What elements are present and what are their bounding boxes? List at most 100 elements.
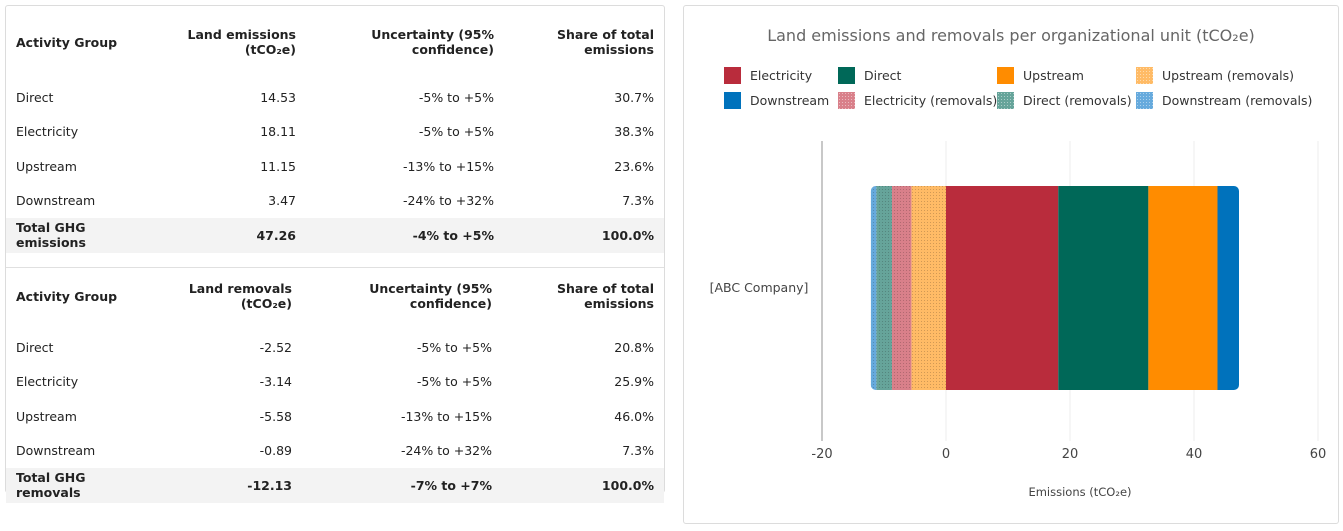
- cell: 23.6%: [614, 158, 654, 174]
- cell: Downstream: [16, 443, 96, 459]
- legend-item-direct[interactable]: Direct: [838, 67, 901, 84]
- bar-downstream-removals[interactable]: [870, 186, 877, 390]
- legend-item-electricity-removals[interactable]: Electricity (removals): [838, 92, 997, 109]
- cell: 11.15: [260, 158, 296, 174]
- cell: -12.13: [151, 468, 302, 503]
- cell: -0.89: [259, 443, 292, 459]
- legend-label: Electricity (removals): [864, 93, 998, 108]
- col-header-land-emissions: Land emissions (tCO₂e): [187, 27, 296, 57]
- bar-upstream-removals[interactable]: [911, 186, 946, 390]
- bar-electricity[interactable]: [946, 186, 1059, 390]
- legend-item-direct-removals[interactable]: Direct (removals): [997, 92, 1132, 109]
- bar-downstream[interactable]: [1217, 186, 1240, 390]
- x-tick-label: 0: [942, 447, 950, 462]
- cell: 30.7%: [614, 89, 654, 105]
- cell: Electricity: [16, 374, 79, 390]
- cell: 46.0%: [614, 408, 654, 424]
- x-tick-label: 40: [1186, 447, 1203, 462]
- table-row: Direct 14.53 -5% to +5% 30.7%: [6, 80, 664, 115]
- legend-label: Upstream: [1023, 68, 1084, 83]
- table-row: Direct -2.52 -5% to +5% 20.8%: [6, 330, 664, 365]
- bar-electricity-removals[interactable]: [891, 186, 912, 390]
- cell: 47.26: [166, 218, 306, 253]
- legend-label: Direct: [864, 68, 902, 83]
- x-axis-label: Emissions (tCO₂e): [1028, 485, 1131, 499]
- cell: Upstream: [16, 158, 77, 174]
- cell: -5.58: [259, 408, 292, 424]
- legend-item-upstream[interactable]: Upstream: [997, 67, 1084, 84]
- cell: 100.0%: [502, 468, 664, 503]
- col-header-share: Share of total emissions: [557, 281, 654, 311]
- cell: 18.11: [260, 124, 296, 140]
- cell: 3.47: [268, 193, 296, 209]
- bar-direct-removals[interactable]: [876, 186, 892, 390]
- cell: -7% to +7%: [302, 468, 502, 503]
- legend-label: Downstream (removals): [1162, 93, 1313, 108]
- total-row: Total GHG removals -12.13 -7% to +7% 100.0%: [6, 468, 664, 503]
- col-header-activity-group: Activity Group: [16, 34, 118, 50]
- cell: 38.3%: [614, 124, 654, 140]
- legend-swatch-icon: [997, 92, 1014, 109]
- cell: Direct: [16, 89, 54, 105]
- legend-swatch-icon: [724, 67, 741, 84]
- legend-label: Direct (removals): [1023, 93, 1132, 108]
- legend-swatch-icon: [724, 92, 741, 109]
- table-header-row: Activity Group Land emissions (tCO₂e) Un…: [6, 18, 664, 66]
- table-row: Electricity 18.11 -5% to +5% 38.3%: [6, 115, 664, 150]
- removals-table: Activity Group Land removals (tCO₂e) Unc…: [6, 276, 664, 503]
- cell: -13% to +15%: [402, 158, 494, 174]
- x-tick-label: -20: [811, 447, 832, 462]
- legend-swatch-icon: [838, 67, 855, 84]
- cell: Electricity: [16, 124, 79, 140]
- cell: -2.52: [259, 339, 292, 355]
- col-header-activity-group: Activity Group: [16, 288, 118, 304]
- cell: 14.53: [260, 89, 296, 105]
- cell: Total GHG emissions: [6, 218, 166, 253]
- legend-item-upstream-removals[interactable]: Upstream (removals): [1136, 67, 1294, 84]
- x-tick-label: 60: [1310, 447, 1327, 462]
- emissions-table: Activity Group Land emissions (tCO₂e) Un…: [6, 18, 664, 253]
- cell: 20.8%: [614, 339, 654, 355]
- bar-direct[interactable]: [1058, 186, 1149, 390]
- cell: -13% to +15%: [400, 408, 492, 424]
- divider: [6, 267, 664, 268]
- cell: -5% to +5%: [418, 89, 494, 105]
- chart-title: Land emissions and removals per organiza…: [767, 26, 1255, 45]
- table-row: Upstream -5.58 -13% to +15% 46.0%: [6, 399, 664, 434]
- x-tick-label: 20: [1062, 447, 1079, 462]
- cell: -24% to +32%: [400, 443, 492, 459]
- cell: Upstream: [16, 408, 77, 424]
- col-header-share: Share of total emissions: [557, 27, 654, 57]
- table-row: Downstream 3.47 -24% to +32% 7.3%: [6, 184, 664, 219]
- table-row: Electricity -3.14 -5% to +5% 25.9%: [6, 365, 664, 400]
- col-header-uncertainty: Uncertainty (95% confidence): [371, 27, 494, 57]
- cell: -5% to +5%: [416, 374, 492, 390]
- cell: -4% to +5%: [306, 218, 504, 253]
- chart-card: -20 0 20 40 60 Emissions (tCO₂e) [ABC Company]…: [683, 5, 1339, 524]
- legend-swatch-icon: [1136, 67, 1153, 84]
- legend-item-downstream[interactable]: Downstream: [724, 92, 829, 109]
- cell: 100.0%: [504, 218, 664, 253]
- cell: 7.3%: [622, 443, 654, 459]
- cell: -5% to +5%: [418, 124, 494, 140]
- table-header-row: Activity Group Land removals (tCO₂e) Unc…: [6, 276, 664, 316]
- bar-upstream[interactable]: [1148, 186, 1218, 390]
- legend-item-downstream-removals[interactable]: Downstream (removals): [1136, 92, 1312, 109]
- table-row: Downstream -0.89 -24% to +32% 7.3%: [6, 434, 664, 469]
- legend-swatch-icon: [997, 67, 1014, 84]
- cell: Direct: [16, 339, 54, 355]
- legend-label: Electricity: [750, 68, 813, 83]
- cell: -5% to +5%: [416, 339, 492, 355]
- cell: -3.14: [259, 374, 292, 390]
- emissions-tables-card: Activity Group Land emissions (tCO₂e) Un…: [5, 5, 665, 503]
- col-header-uncertainty: Uncertainty (95% confidence): [369, 281, 492, 311]
- legend-item-electricity[interactable]: Electricity: [724, 67, 812, 84]
- legend-swatch-icon: [1136, 92, 1153, 109]
- legend-label: Upstream (removals): [1162, 68, 1295, 83]
- cell: Total GHG removals: [6, 468, 151, 503]
- col-header-land-removals: Land removals (tCO₂e): [188, 281, 292, 311]
- cell: Downstream: [16, 193, 96, 209]
- stacked-bar-chart: -20 0 20 40 60 Emissions (tCO₂e) [ABC Company]: [710, 141, 1327, 499]
- legend-label: Downstream: [750, 93, 830, 108]
- category-label: [ABC Company]: [710, 280, 809, 295]
